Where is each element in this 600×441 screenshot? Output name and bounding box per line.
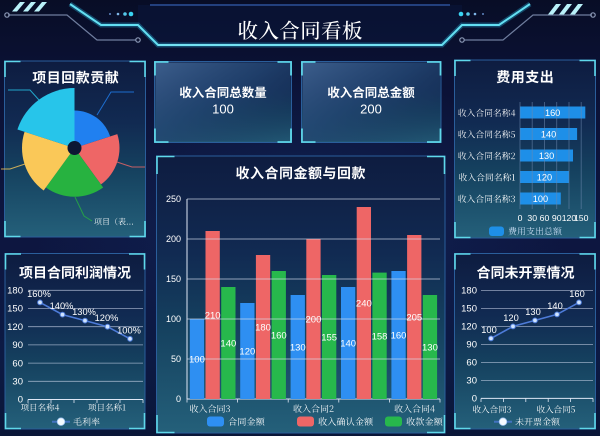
svg-text:180: 180 (255, 323, 271, 334)
svg-text:140%: 140% (50, 301, 74, 311)
svg-text:160: 160 (545, 108, 560, 118)
svg-text:140: 140 (340, 339, 356, 350)
svg-text:140: 140 (220, 339, 236, 350)
svg-text:60: 60 (540, 213, 550, 223)
svg-text:140: 140 (547, 301, 563, 311)
svg-text:30: 30 (466, 376, 477, 387)
svg-text:120: 120 (537, 172, 552, 182)
svg-text:120%: 120% (95, 313, 119, 323)
svg-text:150: 150 (461, 304, 477, 315)
svg-text:158: 158 (372, 331, 388, 342)
svg-text:240: 240 (356, 299, 372, 310)
svg-text:130%: 130% (72, 307, 96, 317)
svg-text:120: 120 (461, 322, 477, 333)
svg-text:120: 120 (239, 347, 255, 358)
svg-text:150: 150 (574, 213, 589, 223)
svg-text:120: 120 (7, 322, 23, 333)
svg-text:30: 30 (527, 213, 537, 223)
svg-text:100: 100 (166, 314, 181, 324)
svg-text:160%: 160% (27, 289, 51, 299)
svg-text:130: 130 (525, 307, 541, 317)
svg-text:200: 200 (306, 315, 322, 326)
svg-text:120: 120 (562, 213, 577, 223)
svg-text:90: 90 (552, 213, 562, 223)
svg-text:180: 180 (461, 286, 477, 297)
svg-text:155: 155 (321, 333, 337, 344)
svg-text:210: 210 (205, 311, 221, 322)
svg-text:60: 60 (466, 358, 477, 369)
svg-text:140: 140 (541, 129, 556, 139)
svg-text:130: 130 (422, 343, 438, 354)
svg-text:100: 100 (533, 194, 548, 204)
svg-text:100: 100 (481, 325, 497, 335)
svg-text:90: 90 (12, 340, 23, 351)
svg-text:120: 120 (503, 313, 519, 323)
svg-text:250: 250 (166, 194, 181, 204)
svg-text:200: 200 (166, 234, 181, 244)
svg-text:200: 200 (360, 102, 382, 117)
svg-text:60: 60 (12, 358, 23, 369)
svg-text:130: 130 (539, 151, 554, 161)
svg-text:100%: 100% (117, 325, 141, 335)
svg-text:160: 160 (569, 289, 585, 299)
svg-text:100: 100 (189, 355, 205, 366)
svg-text:130: 130 (290, 343, 306, 354)
svg-text:100: 100 (212, 102, 234, 117)
svg-text:90: 90 (466, 340, 477, 351)
svg-text:0: 0 (518, 213, 523, 223)
svg-text:0: 0 (18, 395, 23, 406)
svg-text:50: 50 (171, 354, 181, 364)
svg-text:160: 160 (271, 331, 287, 342)
svg-text:30: 30 (12, 376, 23, 387)
svg-text:160: 160 (391, 331, 407, 342)
svg-text:150: 150 (7, 304, 23, 315)
svg-text:180: 180 (7, 285, 23, 296)
svg-text:0: 0 (472, 394, 477, 405)
svg-text:205: 205 (406, 313, 422, 324)
svg-text:0: 0 (176, 394, 181, 404)
svg-text:150: 150 (166, 274, 181, 284)
